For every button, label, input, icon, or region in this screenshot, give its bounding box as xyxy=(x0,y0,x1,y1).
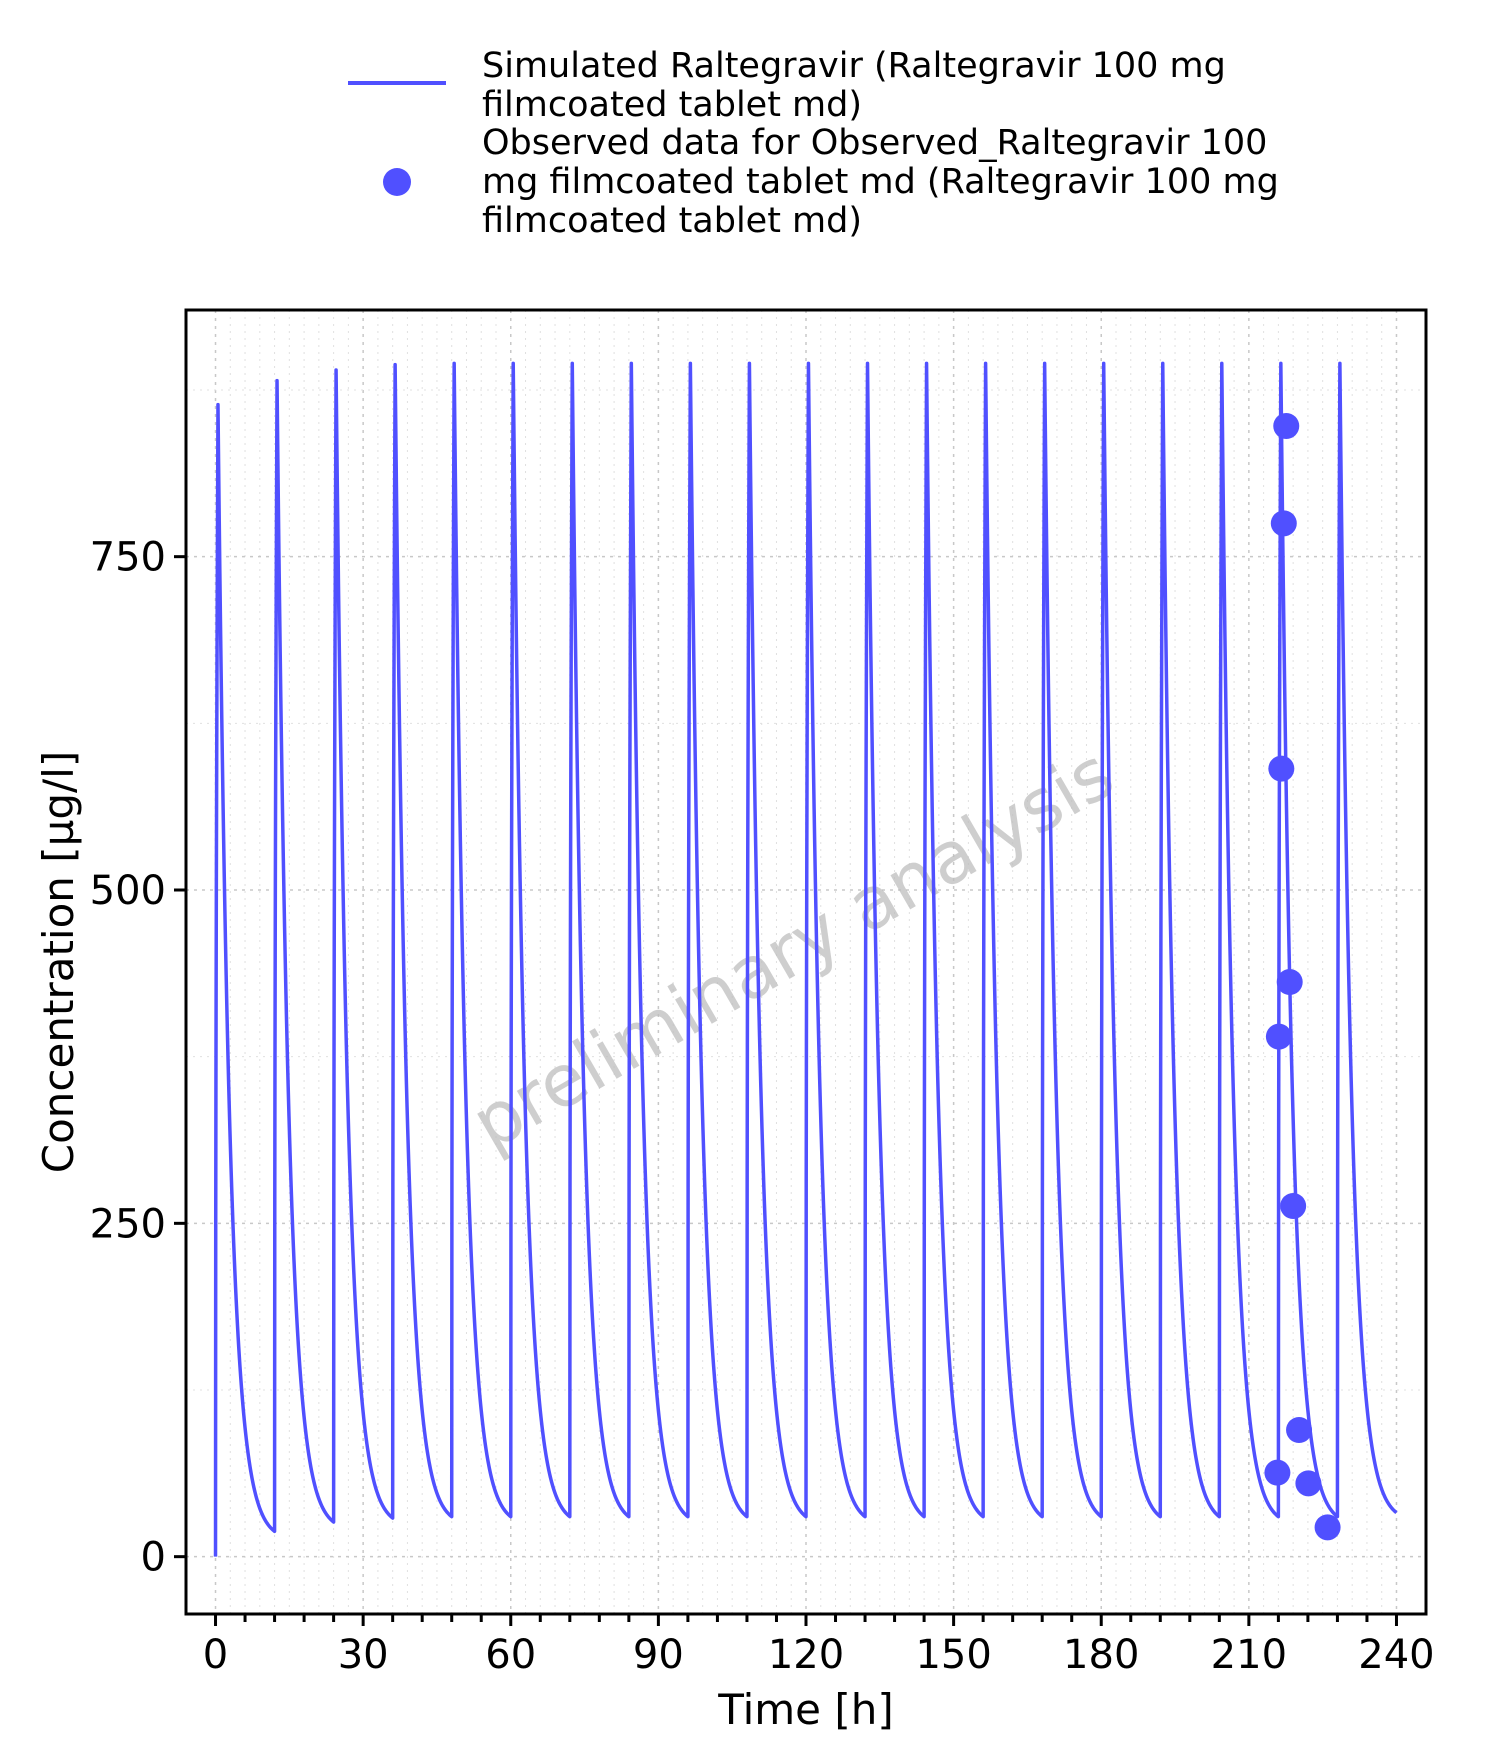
observed-point xyxy=(1264,1459,1291,1486)
x-tick-label: 60 xyxy=(485,1632,536,1678)
observed-point xyxy=(1276,969,1303,995)
legend-observed-line-2: mg filmcoated tablet md (Raltegravir 100… xyxy=(482,162,1279,202)
x-tick-label: 210 xyxy=(1211,1632,1287,1678)
legend: Simulated Raltegravir (Raltegravir 100 m… xyxy=(348,46,1290,241)
simulated-series-line xyxy=(213,361,1398,1557)
simulated-series-group xyxy=(213,361,1398,1557)
observed-point xyxy=(1286,1417,1313,1443)
x-axis: 0 30 60 90 120 150 180 210 240 xyxy=(203,1614,1435,1678)
observed-point xyxy=(1280,1193,1307,1219)
legend-label-simulated: Simulated Raltegravir (Raltegravir 100 m… xyxy=(482,46,1237,125)
observed-point xyxy=(1265,1023,1292,1050)
y-tick-label: 500 xyxy=(90,868,166,914)
y-axis: 0 250 500 750 xyxy=(90,535,186,1581)
y-tick-label: 750 xyxy=(90,535,166,581)
x-tick-label: 180 xyxy=(1063,1632,1139,1678)
observed-point xyxy=(1295,1470,1322,1497)
observed-point xyxy=(1314,1514,1341,1541)
x-tick-label: 0 xyxy=(203,1632,228,1678)
observed-point xyxy=(1268,755,1295,782)
observed-point xyxy=(1273,413,1300,439)
observed-series-group xyxy=(1264,413,1341,1541)
legend-observed-line-1: Observed data for Observed_Raltegravir 1… xyxy=(482,123,1267,163)
x-axis-title: Time [h] xyxy=(717,1685,894,1734)
x-tick-label: 120 xyxy=(768,1632,844,1678)
x-tick-label: 90 xyxy=(633,1632,684,1678)
legend-observed-line-3: filmcoated tablet md) xyxy=(482,201,862,241)
observed-point xyxy=(1270,510,1297,537)
legend-simulated-line-1: Simulated Raltegravir (Raltegravir 100 m… xyxy=(482,46,1226,86)
x-tick-label: 240 xyxy=(1358,1632,1434,1678)
legend-point-swatch xyxy=(383,168,411,196)
watermark: preliminary analysis xyxy=(458,731,1127,1166)
legend-simulated-line-2: filmcoated tablet md) xyxy=(482,85,862,125)
x-tick-label: 150 xyxy=(915,1632,991,1678)
y-tick-label: 0 xyxy=(141,1535,166,1581)
y-axis-title: Concentration [µg/l] xyxy=(34,751,83,1173)
x-tick-label: 30 xyxy=(338,1632,389,1678)
legend-label-observed: Observed data for Observed_Raltegravir 1… xyxy=(482,123,1290,241)
y-tick-label: 250 xyxy=(90,1201,166,1247)
